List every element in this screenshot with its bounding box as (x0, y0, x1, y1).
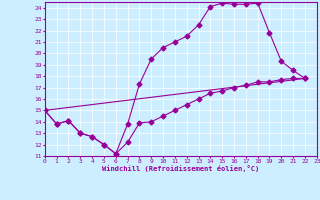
X-axis label: Windchill (Refroidissement éolien,°C): Windchill (Refroidissement éolien,°C) (102, 165, 260, 172)
